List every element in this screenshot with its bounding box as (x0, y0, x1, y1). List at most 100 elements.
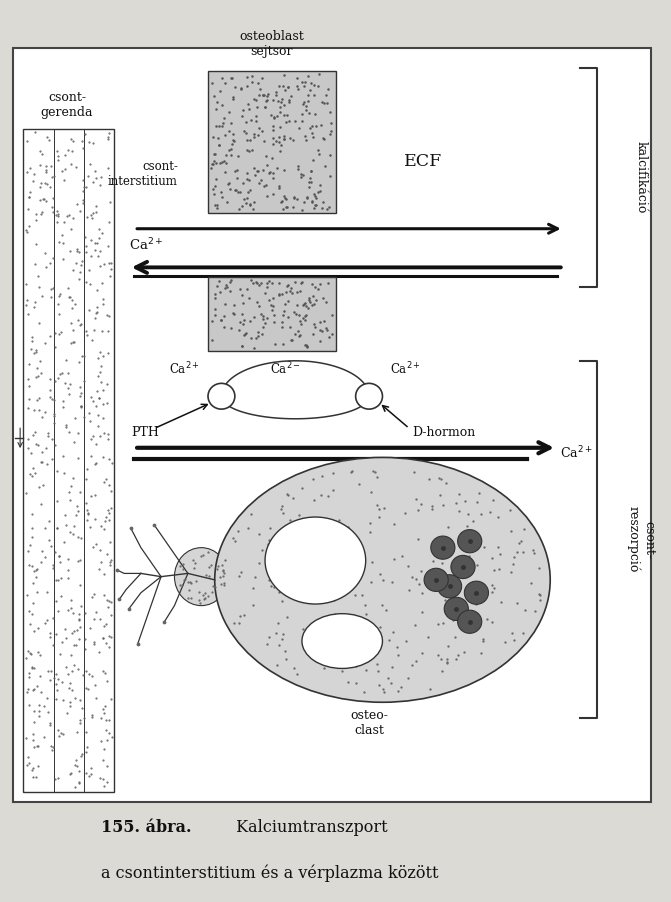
Point (99, 779, 109, 794)
Circle shape (464, 581, 488, 604)
Point (50, 545, 60, 559)
Point (98, 383, 109, 398)
Point (37, 544, 48, 558)
Point (36, 455, 47, 469)
Point (210, 179, 221, 194)
Point (213, 119, 224, 133)
Point (97, 297, 108, 311)
Point (76, 317, 87, 331)
Point (320, 159, 331, 173)
Point (293, 159, 304, 173)
Point (91, 604, 101, 619)
Point (35, 685, 46, 699)
Point (101, 308, 112, 323)
Point (21, 225, 32, 239)
Point (74, 613, 85, 628)
Point (94, 645, 105, 659)
Point (97, 630, 108, 645)
Point (99, 522, 110, 537)
Point (254, 299, 264, 313)
Point (89, 637, 100, 651)
Point (98, 449, 109, 464)
Point (254, 176, 264, 190)
Point (305, 163, 316, 178)
Point (301, 190, 312, 205)
Point (21, 588, 32, 603)
Circle shape (208, 383, 235, 410)
Point (314, 315, 325, 329)
Point (99, 741, 109, 756)
Bar (208, 71, 336, 213)
Point (262, 280, 272, 294)
Point (231, 162, 242, 177)
Point (303, 179, 314, 194)
Point (230, 183, 241, 198)
Point (24, 379, 35, 393)
Point (60, 148, 70, 162)
Point (51, 667, 62, 681)
Ellipse shape (215, 457, 550, 703)
Point (21, 223, 32, 237)
Point (74, 764, 85, 778)
Point (22, 750, 33, 764)
Point (103, 239, 113, 253)
Point (308, 327, 319, 341)
Point (250, 108, 261, 123)
Point (224, 105, 235, 119)
Point (73, 661, 84, 676)
Point (282, 309, 293, 324)
Point (87, 590, 97, 604)
Point (64, 207, 74, 222)
Point (273, 288, 284, 302)
Point (289, 190, 299, 205)
Point (38, 192, 48, 207)
Point (21, 686, 32, 700)
Point (25, 646, 36, 660)
Point (30, 570, 41, 584)
Point (29, 403, 40, 418)
Point (316, 95, 327, 109)
Point (31, 770, 42, 785)
Circle shape (356, 383, 382, 410)
Point (237, 308, 248, 322)
Point (276, 138, 287, 152)
Point (68, 435, 79, 449)
Point (50, 594, 61, 608)
Point (285, 131, 295, 145)
Point (91, 305, 102, 319)
Point (242, 282, 252, 297)
Point (301, 299, 312, 313)
Point (95, 543, 106, 557)
Point (101, 759, 112, 774)
Point (38, 698, 49, 713)
Point (278, 97, 289, 112)
Point (104, 640, 115, 654)
Point (66, 601, 76, 615)
Point (62, 281, 73, 296)
Point (261, 93, 272, 107)
Point (73, 776, 84, 790)
Point (225, 321, 236, 336)
Point (317, 201, 327, 216)
Point (86, 233, 97, 247)
Point (225, 182, 236, 197)
Point (93, 391, 104, 405)
Point (23, 603, 34, 618)
Point (30, 294, 40, 308)
Point (24, 392, 35, 407)
Point (284, 114, 295, 128)
Point (97, 276, 107, 290)
Point (295, 167, 306, 181)
Point (28, 732, 38, 747)
Point (255, 307, 266, 321)
Point (81, 724, 91, 739)
Point (259, 134, 270, 149)
Point (263, 87, 274, 101)
Point (54, 366, 65, 381)
Point (300, 75, 311, 89)
Point (219, 309, 229, 324)
Point (28, 682, 39, 696)
Point (293, 162, 303, 177)
Point (60, 508, 70, 522)
Point (264, 165, 275, 179)
